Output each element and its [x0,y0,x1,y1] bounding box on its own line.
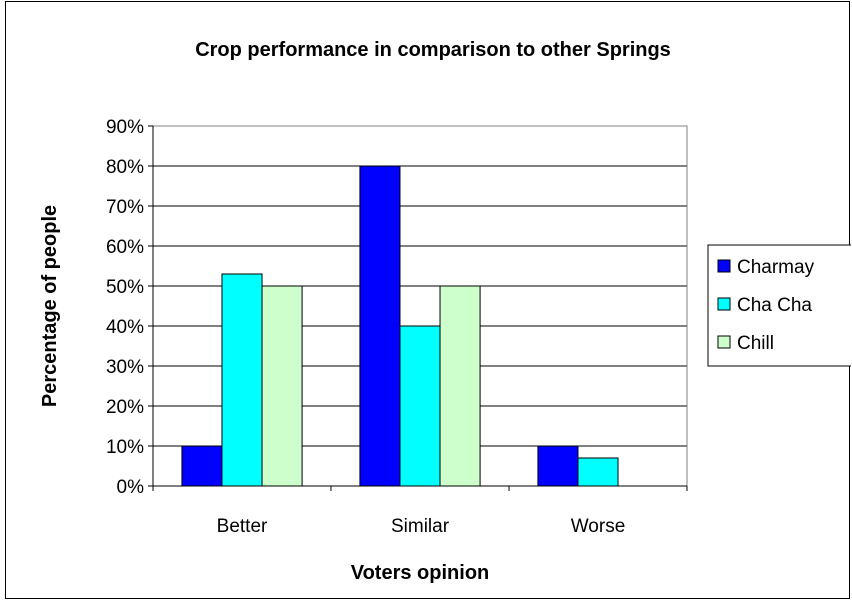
y-tick-label: 0% [117,477,145,498]
y-tick-label: 30% [106,357,144,378]
legend-label: Cha Cha [737,295,812,316]
y-tick-label: 40% [106,317,144,338]
bar-cha-cha-better [222,274,262,486]
y-tick-label: 60% [106,237,144,258]
x-tick-label: Similar [391,516,450,537]
bar-chart: Crop performance in comparison to other … [6,2,851,600]
chart-frame: Crop performance in comparison to other … [5,1,850,599]
bar-charmay-worse [538,446,578,486]
legend-swatch-cha-cha [718,298,730,310]
y-tick-label: 50% [106,277,144,298]
y-tick-label: 80% [106,157,144,178]
y-tick-label: 90% [106,117,144,138]
legend: Charmay Cha Cha Chill [708,245,851,366]
bar-cha-cha-similar [400,326,440,486]
y-tick-label: 20% [106,397,144,418]
legend-label: Chill [737,333,774,354]
y-tick-label: 10% [106,437,144,458]
y-tick-labels: 0% 10% 20% 30% 40% 50% 60% 70% 80% 90% [106,117,144,498]
chart-title: Crop performance in comparison to other … [195,39,671,61]
legend-swatch-charmay [718,260,730,272]
bar-chill-similar [440,286,480,486]
bar-charmay-similar [360,166,400,486]
x-tick-label: Worse [571,516,626,537]
legend-swatch-chill [718,336,730,348]
y-tick-label: 70% [106,197,144,218]
x-tick-labels: Better Similar Worse [217,516,626,537]
bar-chill-better [262,286,302,486]
y-axis-title: Percentage of people [39,205,61,407]
bar-charmay-better [182,446,222,486]
x-tick-label: Better [217,516,268,537]
legend-label: Charmay [737,257,815,278]
bar-cha-cha-worse [578,458,618,486]
x-axis-title: Voters opinion [351,562,490,584]
